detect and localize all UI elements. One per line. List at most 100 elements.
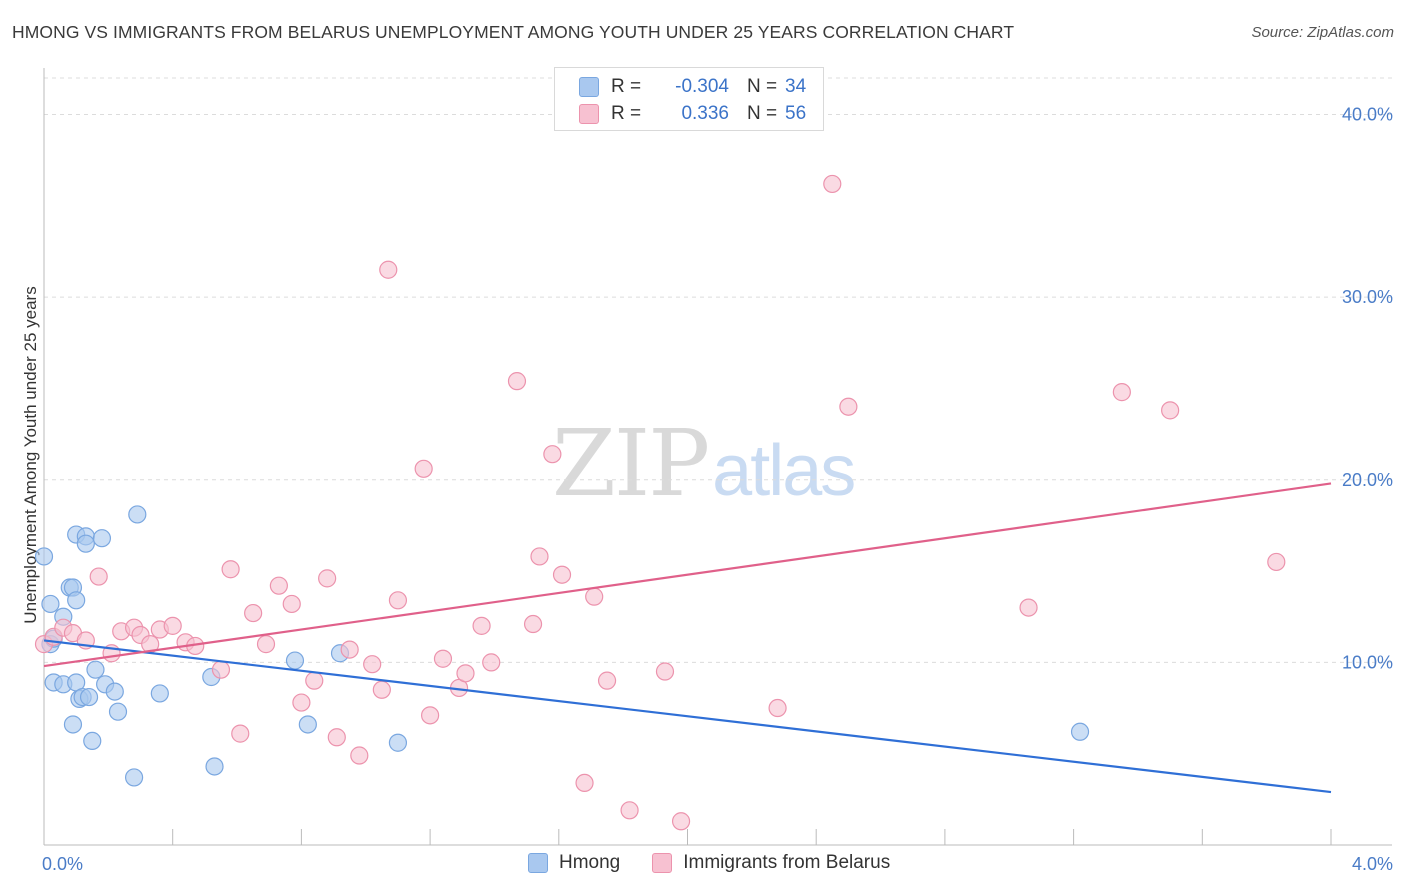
belarus-point bbox=[414, 459, 433, 478]
belarus-point bbox=[211, 660, 231, 679]
belarus-point bbox=[1019, 598, 1038, 617]
belarus-point bbox=[543, 445, 562, 464]
belarus-point bbox=[839, 397, 858, 416]
hmong-point bbox=[1070, 722, 1090, 741]
belarus-point bbox=[482, 653, 501, 672]
hmong-point bbox=[124, 768, 144, 787]
hmong-point bbox=[128, 505, 147, 524]
r-value: 0.336 bbox=[681, 103, 729, 124]
belarus-point bbox=[256, 635, 276, 654]
watermark-zip: ZIP bbox=[552, 410, 710, 517]
belarus-point bbox=[768, 698, 787, 718]
hmong-point bbox=[79, 687, 99, 707]
legend-item-belarus[interactable]: Immigrants from Belarus bbox=[652, 852, 890, 874]
legend-item-hmong[interactable]: Hmong bbox=[528, 852, 620, 874]
source-label: Source: ZipAtlas.com bbox=[1251, 24, 1394, 41]
y-axis-label: Unemployment Among Youth under 25 years bbox=[21, 286, 40, 623]
watermark-atlas: atlas bbox=[712, 431, 856, 511]
stats-legend-row-belarus: R = 0.336 N = 56 bbox=[579, 101, 806, 127]
hmong-point bbox=[34, 547, 54, 566]
hmong-point bbox=[92, 529, 112, 548]
hmong-point bbox=[63, 715, 83, 734]
belarus-point bbox=[269, 576, 288, 595]
y-tick-label: 30.0% bbox=[1342, 287, 1393, 307]
y-tick-labels: 10.0% 20.0% 30.0% 40.0% bbox=[1342, 105, 1393, 673]
hmong-point bbox=[298, 715, 317, 734]
belarus-point bbox=[585, 587, 604, 606]
belarus-point bbox=[282, 594, 301, 614]
belarus-point bbox=[327, 728, 346, 747]
stats-legend: R = -0.304 N = 34 R = 0.336 N = 56 bbox=[554, 67, 824, 131]
y-tick-label: 40.0% bbox=[1342, 105, 1393, 125]
belarus-point bbox=[340, 640, 359, 659]
n-label: N = bbox=[747, 76, 778, 97]
belarus-trend-line bbox=[43, 482, 1332, 668]
belarus-point bbox=[507, 372, 527, 391]
legend-label-hmong: Hmong bbox=[559, 852, 621, 873]
belarus-point bbox=[388, 591, 408, 610]
hmong-point bbox=[150, 684, 169, 703]
x-tick-label: 4.0% bbox=[1352, 854, 1393, 874]
hmong-point bbox=[285, 651, 305, 670]
belarus-swatch bbox=[579, 104, 599, 124]
belarus-point bbox=[350, 746, 369, 765]
hmong-point bbox=[105, 682, 124, 701]
belarus-point bbox=[620, 801, 639, 820]
belarus-point bbox=[1161, 401, 1180, 420]
hmong-trend-line bbox=[43, 639, 1332, 794]
chart-title: HMONG VS IMMIGRANTS FROM BELARUS UNEMPLO… bbox=[12, 22, 1015, 42]
hmong-point bbox=[388, 733, 408, 752]
n-label: N = bbox=[747, 103, 778, 124]
hmong-swatch bbox=[579, 77, 599, 97]
r-label: R = bbox=[611, 103, 642, 124]
data-points bbox=[34, 174, 1286, 831]
belarus-point bbox=[379, 260, 398, 279]
stats-legend-row-hmong: R = -0.304 N = 34 bbox=[579, 74, 806, 100]
belarus-point bbox=[318, 569, 337, 588]
belarus-point bbox=[433, 649, 453, 668]
belarus-point bbox=[456, 664, 475, 683]
belarus-point bbox=[244, 603, 263, 623]
x-tick-label: 0.0% bbox=[42, 854, 83, 874]
belarus-point bbox=[163, 616, 182, 635]
belarus-point bbox=[575, 773, 594, 793]
belarus-point bbox=[89, 567, 108, 586]
hmong-point bbox=[76, 534, 95, 553]
trend-lines bbox=[43, 482, 1332, 794]
belarus-point bbox=[671, 812, 691, 831]
y-tick-label: 10.0% bbox=[1342, 652, 1393, 672]
watermark: ZIPatlas bbox=[552, 410, 856, 517]
hmong-point bbox=[41, 594, 60, 614]
hmong-legend-swatch bbox=[528, 853, 548, 873]
hmong-point bbox=[108, 702, 128, 721]
hmong-point bbox=[205, 757, 224, 776]
n-value: 56 bbox=[785, 103, 807, 124]
belarus-point bbox=[292, 693, 311, 712]
belarus-point bbox=[305, 671, 324, 690]
belarus-point bbox=[1112, 383, 1131, 402]
belarus-point bbox=[530, 547, 549, 566]
belarus-point bbox=[221, 560, 240, 579]
r-value: -0.304 bbox=[675, 76, 729, 97]
hmong-point bbox=[67, 591, 86, 610]
gridlines bbox=[44, 77, 1392, 663]
belarus-point bbox=[372, 680, 391, 699]
belarus-point bbox=[1267, 552, 1286, 572]
belarus-point bbox=[597, 671, 617, 690]
series-legend: Hmong Immigrants from Belarus bbox=[528, 852, 922, 874]
belarus-legend-swatch bbox=[652, 853, 673, 873]
belarus-point bbox=[552, 565, 572, 584]
belarus-point bbox=[655, 662, 675, 681]
legend-label-belarus: Immigrants from Belarus bbox=[683, 852, 891, 873]
belarus-point bbox=[421, 706, 440, 725]
belarus-point bbox=[231, 724, 250, 743]
hmong-point bbox=[86, 660, 105, 679]
belarus-point bbox=[523, 614, 543, 634]
belarus-point bbox=[823, 174, 842, 194]
hmong-point bbox=[83, 731, 102, 751]
x-tick-labels: 0.0% 4.0% bbox=[42, 854, 1393, 874]
axes bbox=[43, 68, 1392, 846]
belarus-point bbox=[363, 655, 382, 674]
belarus-point bbox=[472, 616, 491, 635]
n-value: 34 bbox=[785, 76, 807, 97]
